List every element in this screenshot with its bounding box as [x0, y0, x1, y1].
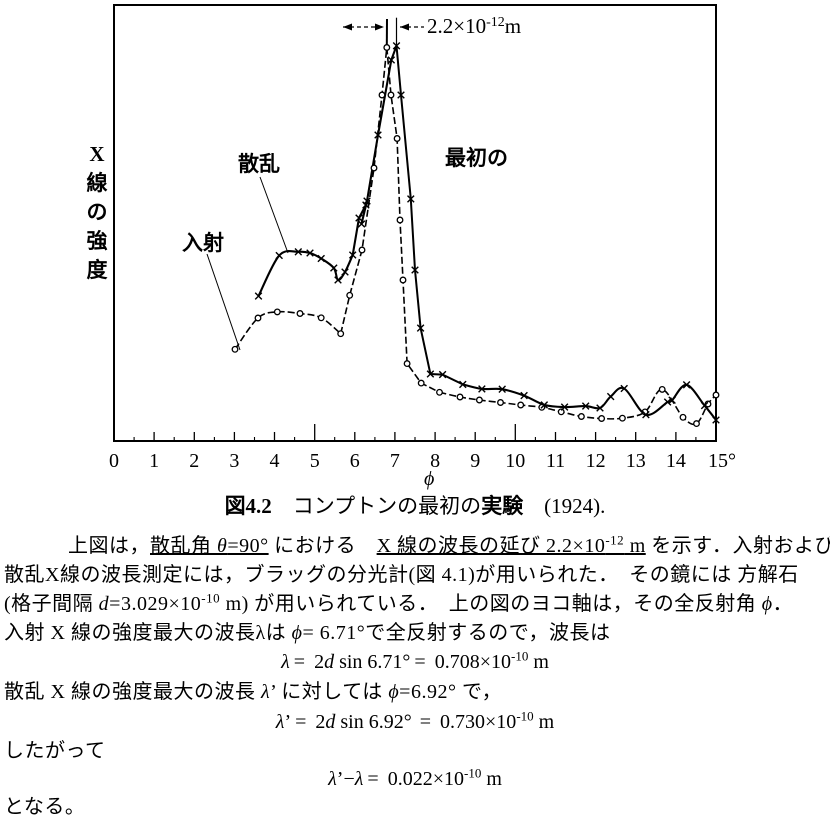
svg-text:14: 14: [666, 450, 686, 472]
svg-text:15°: 15°: [708, 450, 736, 472]
svg-text:入射: 入射: [182, 231, 224, 255]
svg-text:1: 1: [149, 450, 159, 472]
svg-text:X: X: [89, 142, 104, 166]
svg-text:の: の: [87, 200, 108, 224]
svg-text:0: 0: [109, 450, 119, 472]
svg-text:7: 7: [390, 450, 400, 472]
svg-text:5: 5: [310, 450, 320, 472]
svg-text:散乱: 散乱: [238, 152, 280, 176]
svg-text:4: 4: [270, 450, 280, 472]
svg-text:3: 3: [229, 450, 239, 472]
svg-text:13: 13: [626, 450, 646, 472]
svg-text:12: 12: [586, 450, 606, 472]
svg-text:9: 9: [470, 450, 480, 472]
svg-text:2: 2: [189, 450, 199, 472]
svg-text:強: 強: [87, 229, 108, 253]
svg-text:度: 度: [87, 258, 108, 282]
svg-text:2.2×10-12m: 2.2×10-12m: [427, 14, 521, 38]
svg-text:ϕ: ϕ: [424, 468, 434, 490]
svg-text:最初の: 最初の: [445, 146, 508, 170]
svg-text:11: 11: [546, 450, 565, 472]
svg-text:線: 線: [87, 171, 108, 195]
svg-text:6: 6: [350, 450, 360, 472]
svg-text:10: 10: [505, 450, 525, 472]
